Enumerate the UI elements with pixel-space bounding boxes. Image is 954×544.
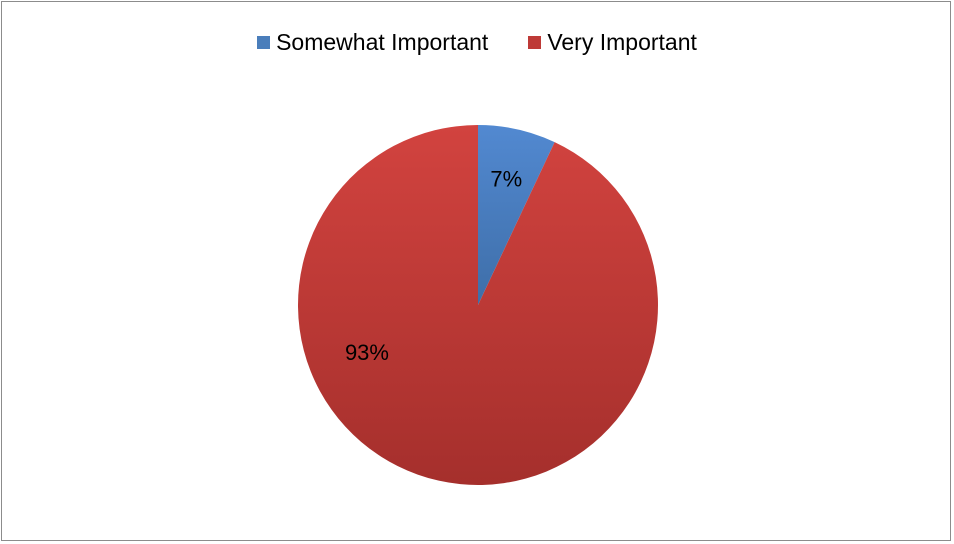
- chart-legend: Somewhat Important Very Important: [0, 26, 954, 58]
- data-label-very-important: 93%: [345, 340, 389, 365]
- legend-swatch-somewhat-important: [257, 35, 271, 49]
- pie-slice-somewhat-important: [478, 125, 555, 305]
- legend-label-somewhat-important: Somewhat Important: [276, 29, 489, 55]
- legend-item-very-important: Very Important: [528, 26, 697, 58]
- legend-item-somewhat-important: Somewhat Important: [257, 26, 488, 58]
- legend-swatch-very-important: [528, 35, 542, 49]
- data-label-somewhat-important: 7%: [490, 167, 522, 192]
- legend-label-very-important: Very Important: [547, 29, 697, 55]
- pie-slice-very-important: [298, 125, 658, 485]
